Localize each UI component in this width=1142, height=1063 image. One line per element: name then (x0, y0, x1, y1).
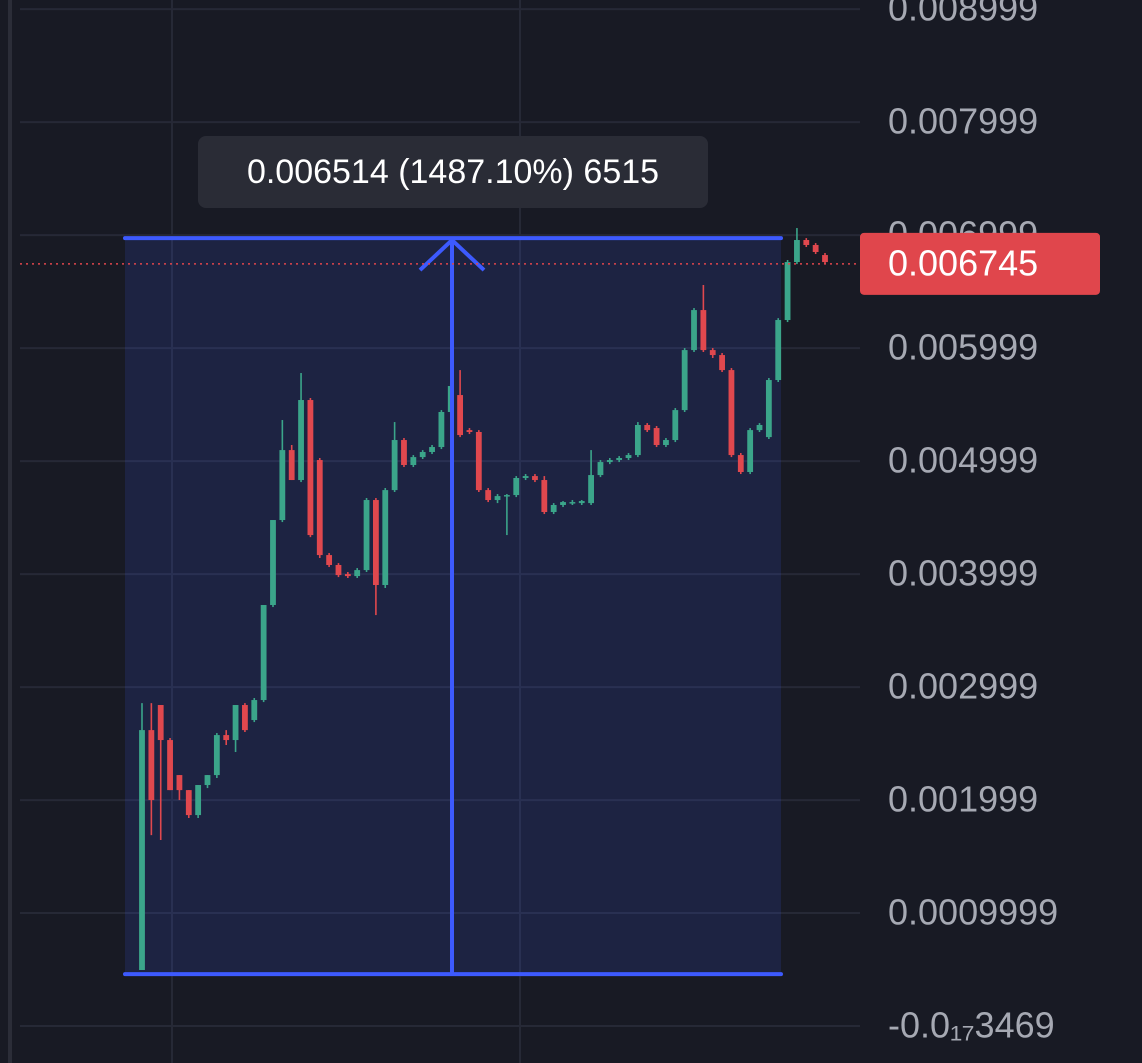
candle-body (541, 480, 548, 513)
candle-body (354, 570, 361, 577)
candle-body (756, 424, 763, 431)
candle-body (466, 430, 473, 433)
candle-body (532, 476, 538, 481)
y-tick-label: 0.002999 (888, 666, 1038, 707)
measure-tooltip (198, 136, 708, 208)
y-tick-label: -0.0₁₇3469 (888, 1005, 1055, 1046)
candle-body (765, 380, 772, 438)
candle-body (401, 440, 407, 465)
candle-body (475, 432, 482, 491)
candle-body (485, 490, 492, 501)
candle-body (213, 735, 220, 776)
candle-body (410, 457, 417, 465)
candle-body (728, 370, 735, 456)
candle-body (419, 452, 426, 458)
candle-body (784, 262, 791, 321)
candle-body (709, 350, 716, 356)
candle-body (195, 785, 202, 816)
candle-body (288, 450, 295, 481)
candle-body (550, 505, 557, 513)
candle-body (503, 495, 510, 497)
candle-body (644, 424, 651, 431)
candle-body (260, 605, 267, 701)
y-tick-label: 0.005999 (888, 327, 1038, 368)
candle-body (588, 475, 594, 504)
candle-body (653, 428, 660, 445)
candle-body (522, 476, 529, 478)
candle-body (157, 705, 164, 741)
candle-body (185, 790, 192, 816)
candle-body (242, 705, 248, 731)
candle-body (803, 240, 810, 245)
candle-body (232, 705, 239, 741)
measure-arrow-head (418, 238, 486, 272)
candle-body (176, 775, 183, 791)
candle-body (457, 395, 464, 436)
grid (20, 8, 860, 1028)
candle-body (625, 455, 632, 458)
y-tick-label: 0.007999 (888, 101, 1038, 142)
candle-body (148, 730, 155, 801)
candle-body (494, 496, 501, 501)
candle-body (326, 555, 333, 566)
y-tick-label: 0.001999 (888, 779, 1038, 820)
candle-body (438, 412, 445, 448)
candle-body (363, 500, 370, 571)
candle-body (700, 310, 707, 351)
y-tick-label: 0.004999 (888, 440, 1038, 481)
candle-body (429, 447, 435, 453)
candle-body (822, 255, 828, 263)
candle-body (737, 455, 744, 473)
candle-body (597, 462, 604, 476)
candle-body (139, 730, 145, 971)
candle-body (279, 450, 286, 521)
left-edge (8, 0, 12, 1063)
candle-body (663, 440, 669, 445)
candle-body (560, 502, 566, 506)
candle-body (382, 490, 389, 586)
candle-body (812, 244, 819, 252)
y-tick-label: 0.003999 (888, 553, 1038, 594)
candle-body (672, 410, 679, 441)
last-price-label: 0.006745 (888, 242, 1038, 283)
candle-body (391, 440, 398, 491)
candle-body (335, 565, 342, 576)
last-price-box (860, 232, 1100, 295)
candles (139, 228, 828, 971)
candle-body (681, 350, 688, 411)
candle-body (578, 501, 585, 504)
y-tick-label: 0.0009999 (888, 892, 1058, 933)
candle-body (747, 430, 754, 473)
candle-body (270, 520, 276, 606)
candle-body (223, 735, 230, 741)
candle-body (344, 574, 351, 577)
candle-body (373, 500, 379, 586)
candle-body (307, 400, 314, 536)
candle-body (719, 355, 725, 371)
candle-body (775, 320, 782, 381)
candle-body (513, 477, 520, 496)
measure-label: 0.006514 (1487.10%) 6515 (247, 153, 659, 191)
y-tick-label: 0.008999 (888, 0, 1038, 29)
candle-body (634, 424, 641, 456)
candle-body (794, 240, 800, 263)
candle-body (316, 460, 323, 556)
overlay: 0.006514 (1487.10%) 6515 0.006745 (20, 136, 1100, 977)
candle-body (606, 460, 613, 463)
candle-body (251, 700, 258, 721)
candle-body (204, 775, 211, 786)
candle-body (298, 400, 304, 481)
candle-body (167, 740, 173, 791)
candle-body (616, 457, 623, 461)
candle-body (569, 502, 576, 504)
candle-body (691, 310, 697, 351)
